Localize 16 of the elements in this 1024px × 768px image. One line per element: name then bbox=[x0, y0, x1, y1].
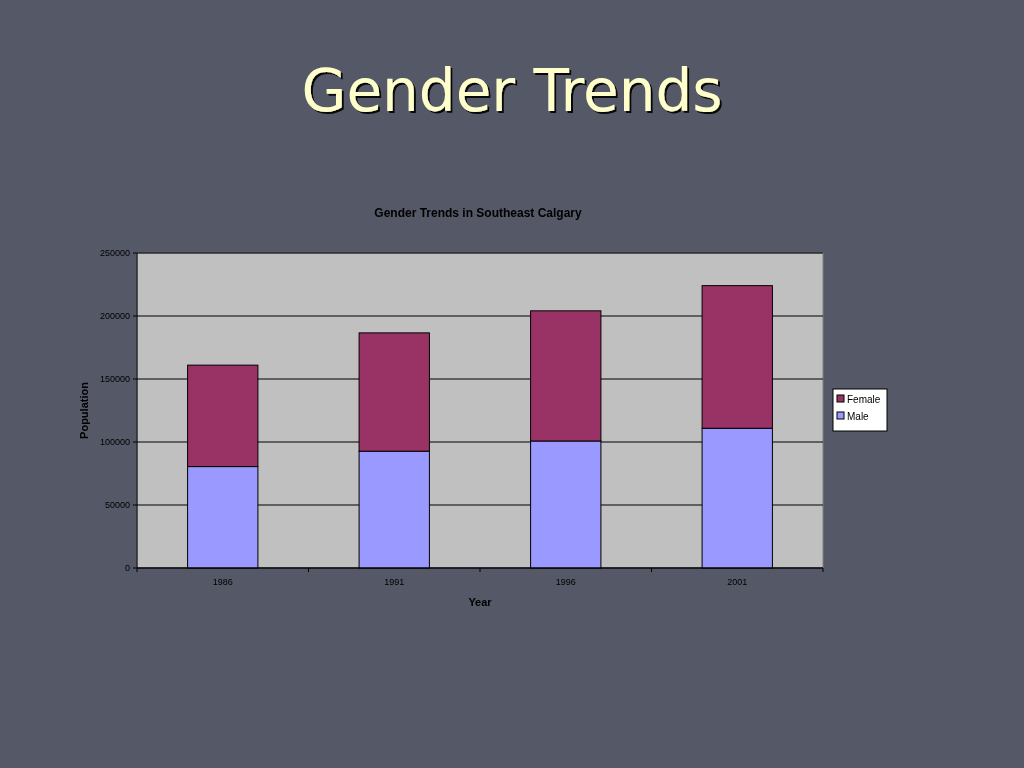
x-tick-label: 2001 bbox=[727, 577, 748, 587]
y-tick-label: 0 bbox=[124, 563, 130, 573]
y-tick-label: 250000 bbox=[99, 248, 130, 258]
x-tick-label: 1996 bbox=[555, 577, 576, 587]
chart-title: Gender Trends bbox=[301, 57, 723, 125]
y-axis-title: Population bbox=[78, 381, 90, 439]
y-tick-label: 50000 bbox=[104, 500, 130, 510]
y-tick-label: 100000 bbox=[99, 437, 130, 447]
legend-label: Female bbox=[847, 393, 881, 405]
y-tick-label: 150000 bbox=[99, 374, 130, 384]
x-tick-label: 1986 bbox=[212, 577, 233, 587]
y-tick-label: 200000 bbox=[99, 311, 130, 321]
legend-label: Male bbox=[847, 410, 870, 422]
x-tick-label: 1991 bbox=[384, 577, 405, 587]
x-axis-title: Year bbox=[468, 596, 493, 608]
chart-subtitle: Gender Trends in Southeast Calgary bbox=[374, 206, 583, 220]
